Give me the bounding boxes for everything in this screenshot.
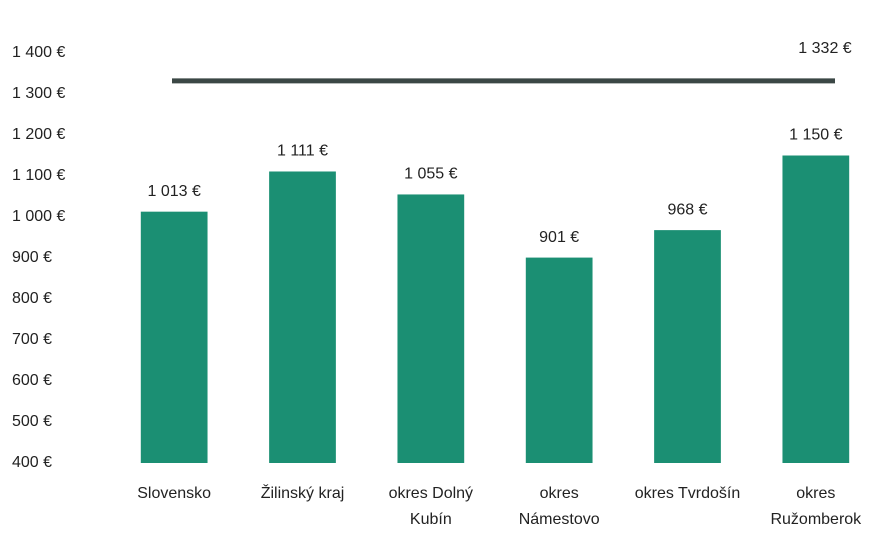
bar (782, 155, 850, 463)
y-tick-label: 700 € (12, 331, 52, 348)
bar (654, 230, 721, 463)
data-label: 1 150 € (789, 127, 842, 144)
y-tick-label: 400 € (12, 454, 52, 471)
y-tick-label: 1 000 € (12, 208, 65, 225)
y-tick-label: 1 400 € (12, 44, 65, 61)
y-tick-label: 500 € (12, 413, 52, 430)
y-tick-label: 1 200 € (12, 126, 65, 143)
reference-label: 1 332 € (798, 40, 851, 57)
x-tick-label: Žilinský kraj (260, 485, 345, 502)
x-tick-label: okres Námestovo (518, 485, 600, 528)
y-tick-label: 800 € (12, 290, 52, 307)
bar (140, 211, 208, 463)
data-label: 968 € (667, 201, 707, 218)
x-tick-label: okres Dolný Kubín (388, 485, 474, 528)
bar (397, 194, 465, 463)
y-tick-label: 600 € (12, 372, 52, 389)
bar (269, 171, 336, 464)
data-label: 901 € (539, 229, 579, 246)
y-tick-label: 1 100 € (12, 167, 65, 184)
x-tick-label: Slovensko (137, 485, 212, 502)
data-label: 1 013 € (147, 183, 200, 200)
bar (525, 257, 593, 463)
y-tick-label: 900 € (12, 249, 52, 266)
data-label: 1 111 € (277, 143, 328, 160)
y-tick-label: 1 300 € (12, 85, 65, 102)
x-tick-label: okres Tvrdošín (634, 485, 741, 502)
data-label: 1 055 € (404, 166, 457, 183)
x-tick-label: okres Ružomberok (770, 485, 862, 528)
